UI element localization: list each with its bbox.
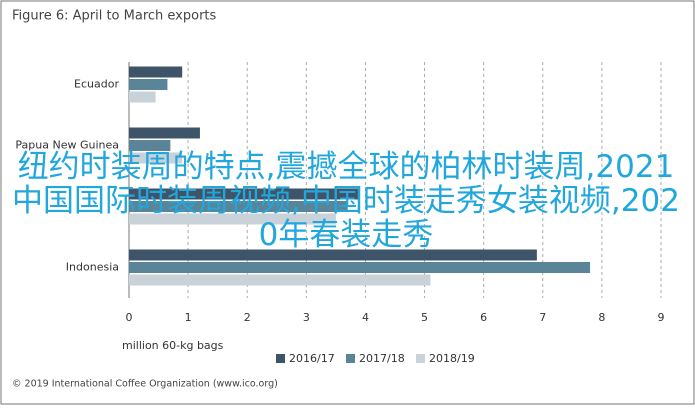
x-tick-label: 9	[658, 311, 665, 324]
x-tick-label: 5	[421, 311, 428, 324]
legend-swatch	[276, 354, 285, 363]
x-tick-label: 1	[185, 311, 192, 324]
bar	[129, 262, 591, 273]
bar	[129, 140, 171, 151]
bar	[129, 79, 168, 90]
bar	[129, 66, 183, 78]
overlay-text: 纽约时装周的特点,震撼全球的柏林时装周,2021中国国际时装周视频,中国时装走秀…	[12, 149, 680, 253]
x-tick-label: 7	[539, 311, 546, 324]
y-tick-label: Papua New Guinea	[15, 139, 119, 152]
legend-swatch	[346, 354, 355, 363]
x-tick-label: 2	[244, 311, 251, 324]
chart-title: Figure 6: April to March exports	[12, 9, 217, 24]
legend-label: 2016/17	[289, 352, 335, 365]
bar	[129, 152, 183, 164]
y-tick-label: Indonesia	[66, 261, 119, 274]
x-tick-label: 0	[126, 311, 133, 324]
x-tick-label: 3	[303, 311, 310, 324]
source: © 2019 International Coffee Organization…	[12, 379, 278, 390]
x-axis-label: million 60-kg bags	[122, 339, 224, 352]
bar	[129, 274, 431, 286]
bar	[129, 127, 200, 139]
bar	[129, 249, 537, 261]
x-tick-label: 8	[598, 311, 605, 324]
legend-swatch	[416, 354, 425, 363]
legend-label: 2018/19	[429, 352, 475, 365]
x-tick-label: 4	[362, 311, 369, 324]
bar	[129, 188, 360, 200]
bar	[129, 201, 348, 212]
bar	[129, 91, 156, 103]
bar	[129, 213, 336, 225]
x-tick-label: 6	[480, 311, 487, 324]
legend-label: 2017/18	[359, 352, 405, 365]
y-tick-label: Ecuador	[74, 78, 119, 91]
